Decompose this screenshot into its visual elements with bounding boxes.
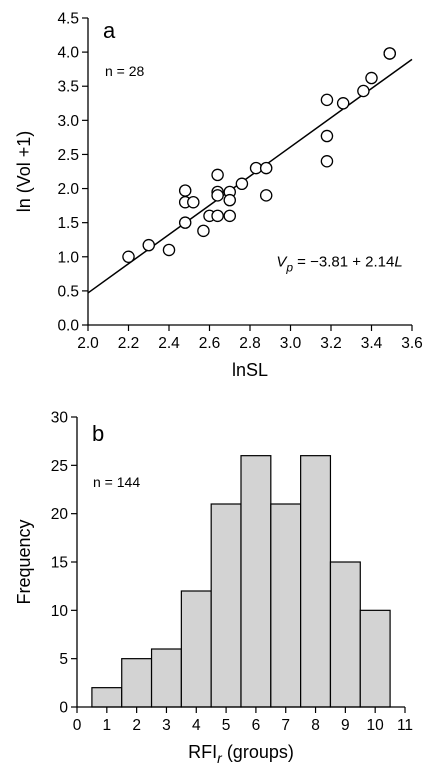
y-tick-label-a: 4.0 bbox=[57, 45, 79, 62]
data-point bbox=[223, 193, 236, 207]
x-tick-label-a: 3.0 bbox=[280, 335, 302, 352]
data-point bbox=[320, 93, 334, 107]
y-axis-label-a: ln (Vol +1) bbox=[14, 131, 34, 213]
x-axis-label-b-subscript: r bbox=[217, 750, 223, 766]
data-point bbox=[178, 184, 192, 197]
regression-equation: Vp = −3.81 + 2.14L bbox=[276, 253, 402, 274]
data-point bbox=[357, 84, 370, 98]
x-tick-label-b: 6 bbox=[252, 717, 261, 734]
x-tick-label-a: 2.0 bbox=[77, 335, 99, 352]
histogram-panel-b: 0 5 10 15 20 25 30 0 1 2 3 4 5 6 7 8 9 10 11 b n = 144 RFI… bbox=[14, 410, 413, 767]
panel-b-ticks: 0 5 10 15 20 25 30 0 1 2 3 4 5 6 7 8 9 10 11 bbox=[51, 410, 413, 735]
data-point bbox=[211, 168, 224, 182]
x-tick-label-b: 9 bbox=[341, 717, 350, 734]
x-tick-label-a: 3.2 bbox=[320, 335, 342, 352]
data-point bbox=[383, 47, 396, 60]
x-tick-label-a: 2.2 bbox=[118, 335, 140, 352]
histogram-bar bbox=[121, 658, 153, 708]
x-axis-label-b: RFIr (groups) bbox=[188, 742, 294, 766]
histogram-bar bbox=[270, 503, 302, 708]
equation-rhs: L bbox=[394, 253, 402, 270]
data-point bbox=[122, 250, 135, 264]
data-point bbox=[223, 209, 236, 223]
equation-lhs: V bbox=[276, 253, 288, 270]
data-point bbox=[178, 216, 192, 229]
x-tick-label-b: 5 bbox=[222, 717, 231, 734]
data-point bbox=[259, 189, 273, 202]
x-tick-label-a: 2.4 bbox=[158, 335, 180, 352]
histogram-bar bbox=[240, 455, 272, 708]
x-tick-label-b: 1 bbox=[103, 717, 112, 734]
data-point bbox=[142, 238, 155, 252]
panel-a-ticks: 0.0 0.5 1.0 1.5 2.0 2.5 3.0 3.5 4.0 4.5 2.0 2.2 2.4 2… bbox=[57, 11, 422, 353]
histogram-bar bbox=[300, 455, 332, 708]
x-tick-label-b: 7 bbox=[281, 717, 290, 734]
x-tick-label-a: 3.4 bbox=[361, 335, 383, 352]
x-tick-label-b: 3 bbox=[162, 717, 171, 734]
x-tick-label-b: 0 bbox=[73, 717, 82, 734]
y-tick-label-b: 25 bbox=[51, 458, 68, 475]
y-tick-label-b: 0 bbox=[59, 700, 68, 717]
x-tick-label-b: 4 bbox=[192, 717, 201, 734]
x-tick-label-b: 2 bbox=[132, 717, 141, 734]
data-point bbox=[235, 177, 249, 191]
histogram-bar bbox=[329, 561, 361, 708]
panel-label-b: b bbox=[92, 421, 104, 446]
histogram-bar bbox=[359, 609, 391, 708]
y-tick-label-a: 1.5 bbox=[57, 215, 79, 232]
y-tick-label-a: 2.0 bbox=[57, 181, 79, 198]
x-tick-label-b: 11 bbox=[397, 717, 413, 734]
y-axis-label-b: Frequency bbox=[14, 519, 34, 604]
panel-a-axes bbox=[87, 18, 412, 326]
data-point bbox=[162, 243, 176, 257]
y-tick-label-b: 5 bbox=[59, 651, 68, 668]
y-tick-label-a: 2.5 bbox=[57, 147, 79, 164]
data-point bbox=[320, 155, 334, 168]
data-point bbox=[187, 195, 200, 209]
x-tick-label-b: 10 bbox=[367, 717, 385, 734]
histogram-bar bbox=[210, 503, 242, 708]
data-point bbox=[365, 71, 378, 85]
sample-size-b: n = 144 bbox=[93, 474, 140, 490]
y-tick-label-a: 0.5 bbox=[57, 283, 79, 300]
x-axis-label-b-tail: (groups) bbox=[222, 742, 294, 762]
y-tick-label-a: 0.0 bbox=[57, 318, 79, 335]
data-point bbox=[336, 97, 350, 110]
histogram-bar bbox=[180, 590, 212, 708]
y-tick-label-a: 4.5 bbox=[57, 11, 79, 28]
x-tick-label-a: 2.8 bbox=[239, 335, 261, 352]
equation-middle: = −3.81 + 2.14 bbox=[293, 253, 394, 270]
y-tick-label-a: 1.0 bbox=[57, 249, 79, 266]
data-point bbox=[211, 209, 224, 223]
scatter-panel-a: 0.0 0.5 1.0 1.5 2.0 2.5 3.0 3.5 4.0 4.5 2.0 2.2 2.4 2… bbox=[14, 11, 423, 381]
sample-size-a: n = 28 bbox=[105, 63, 145, 79]
x-axis-label-a: lnSL bbox=[232, 360, 268, 380]
y-tick-label-b: 30 bbox=[51, 410, 69, 427]
equation-lhs-subscript: p bbox=[285, 260, 293, 274]
panel-b-axes bbox=[76, 417, 405, 708]
y-tick-label-a: 3.0 bbox=[57, 113, 79, 130]
x-tick-label-b: 8 bbox=[311, 717, 320, 734]
data-point bbox=[211, 189, 224, 202]
y-tick-label-b: 20 bbox=[51, 506, 69, 523]
x-tick-label-a: 2.6 bbox=[199, 335, 221, 352]
scatter-points bbox=[122, 47, 396, 264]
data-point bbox=[197, 224, 210, 238]
x-tick-label-a: 3.6 bbox=[401, 335, 423, 352]
y-tick-label-b: 15 bbox=[51, 555, 68, 572]
y-tick-label-a: 3.5 bbox=[57, 79, 79, 96]
histogram-bar bbox=[150, 648, 182, 708]
histogram-bars bbox=[91, 455, 391, 708]
y-tick-label-b: 10 bbox=[51, 603, 69, 620]
histogram-bar bbox=[91, 687, 123, 708]
panel-label-a: a bbox=[103, 18, 116, 43]
regression-line bbox=[87, 58, 413, 294]
data-point bbox=[320, 129, 334, 143]
data-point bbox=[259, 161, 273, 175]
x-axis-label-b-main: RFI bbox=[188, 742, 217, 762]
